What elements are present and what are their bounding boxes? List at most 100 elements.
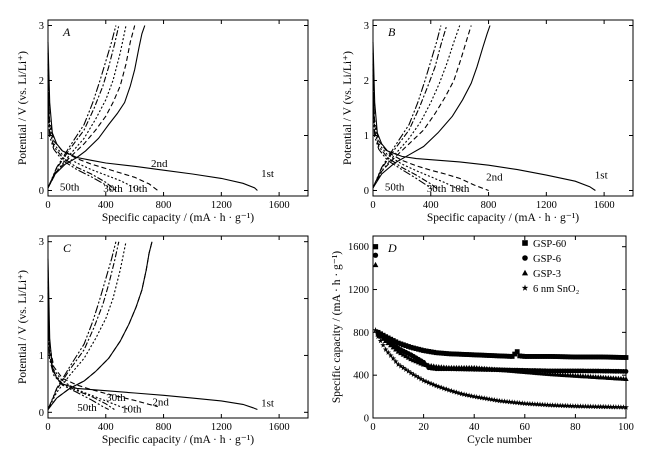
point-star [405,368,412,374]
x-tick-label: 0 [45,200,50,211]
point-star [605,403,612,410]
panel-label: C [63,241,72,255]
y-tick-label: 3 [39,21,44,32]
point-circle-cycle1 [372,252,379,258]
point-square [507,353,513,359]
point-square [504,353,510,359]
y-tick-label: 2 [39,76,44,87]
point-star [443,386,450,392]
x-tick-label: 1600 [269,200,290,211]
point-star [398,363,404,369]
cycle-annotation: 2nd [486,172,503,184]
curve-1st-discharge [47,258,258,411]
point-square [583,354,588,360]
point-star [413,373,419,379]
plot-frame [372,235,627,419]
curve-2nd-charge [372,25,472,189]
point-star [438,384,445,390]
legend-label: GSP-60 [533,239,566,250]
curve-50th-discharge [47,292,109,410]
point-square [449,351,454,357]
point-square [426,349,432,354]
point-square [529,354,535,359]
point-star [509,399,515,405]
point-star [410,371,417,377]
point-triangle [385,340,391,346]
point-square [560,354,566,360]
x-tick-label: 1200 [211,422,232,433]
point-star [537,401,543,407]
y-tick-label: 0 [364,414,369,425]
x-axis-label: Specific capacity / (mA · h · g⁻¹) [427,212,579,224]
point-star [554,402,561,408]
plot-frame [47,19,309,197]
point-star [501,398,508,404]
point-star [504,398,510,405]
point-square [623,355,629,360]
point-star [516,400,523,406]
point-star [486,396,493,402]
point-star [623,404,629,410]
point-square [550,354,556,359]
point-star [511,399,518,405]
y-tick-label: 800 [353,328,369,339]
x-tick-label: 1200 [536,200,557,211]
point-square [446,351,452,357]
cycle-annotation: 30th [106,392,126,404]
x-axis-label: Specific capacity / (mA · h · g⁻¹) [102,212,254,224]
point-square [542,354,548,359]
point-star [595,403,601,410]
x-tick-label: 20 [418,422,429,433]
y-tick-label: 1 [364,131,369,142]
curve-2nd-discharge [47,52,159,191]
curve-2nd-discharge [47,270,158,408]
point-square [494,353,500,359]
point-star [582,403,589,409]
point-square [489,353,495,358]
legend-marker-circle [522,255,528,261]
point-square [616,354,621,360]
x-tick-label: 800 [156,422,172,433]
point-square [519,353,525,359]
cycle-annotation: 50th [60,182,80,194]
point-star [585,403,591,409]
legend-label: GSP-6 [533,254,561,265]
y-tick-label: 1 [39,131,44,142]
x-tick-label: 800 [156,200,172,211]
x-tick-label: 400 [423,200,439,211]
legend-label: 6 nm SnO₂ [533,284,580,295]
panel-d: 0 20 40 60 80 100 0 400 800 1200 1600 Cycle number S… [331,235,634,446]
point-square [570,354,576,360]
point-star [514,399,521,406]
point-square [436,350,442,356]
point-star [521,400,528,406]
curve-30th-charge [47,241,120,410]
point-square [438,350,444,356]
curve-50th-discharge [47,74,112,191]
x-tick-label: 400 [98,422,114,433]
point-square [580,354,586,360]
curve-2nd-charge [47,25,136,189]
point-square [421,348,426,353]
point-star [415,374,422,380]
point-triangle [623,376,629,381]
point-star [519,400,526,406]
point-square [535,354,540,359]
y-tick-label: 0 [39,186,44,197]
point-square [595,354,601,360]
curve-2nd-discharge [372,52,489,192]
panel-c: 0 400 800 1200 1600 0 1 2 3 Specific capacity / (… [17,235,309,446]
x-tick-label: 0 [370,422,375,433]
point-square [471,352,477,358]
point-star-cycle1 [372,327,379,333]
point-triangle [393,346,399,352]
point-square [433,350,439,356]
point-square [610,354,616,360]
y-tick-label: 1200 [348,285,369,296]
point-square [403,343,409,349]
legend-marker-star [521,284,529,291]
point-square [423,348,429,354]
cycle-annotation: 1st [261,168,274,180]
point-square [552,354,558,359]
point-star [382,346,389,352]
